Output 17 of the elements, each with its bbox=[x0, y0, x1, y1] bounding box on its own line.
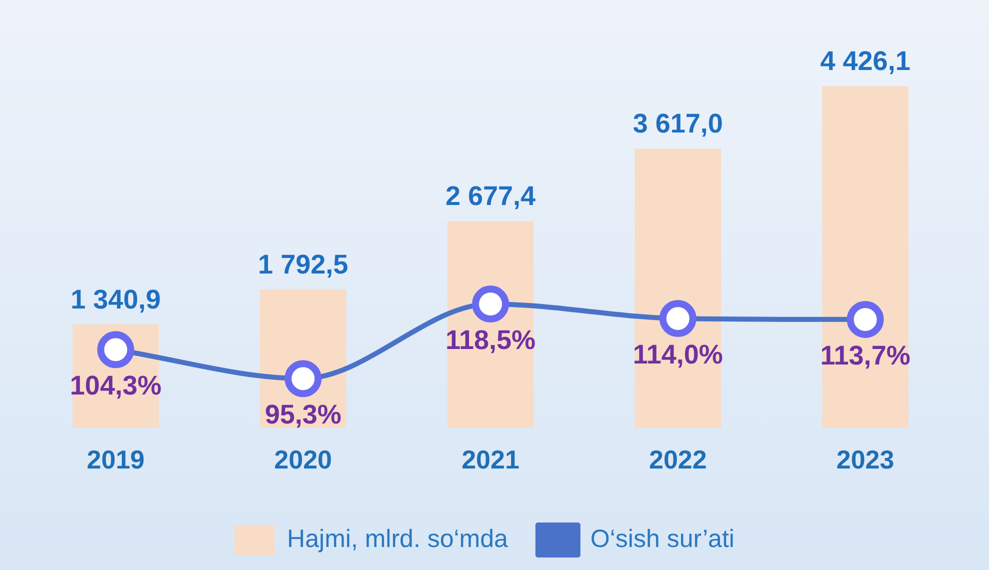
data-label: 104,3% bbox=[70, 370, 162, 401]
data-label: 1 792,5 bbox=[258, 249, 348, 280]
data-label: 3 617,0 bbox=[632, 108, 723, 139]
data-label: 4 426,1 bbox=[820, 46, 910, 76]
data-label: 114,0% bbox=[632, 339, 723, 370]
x-tick-label: 2021 bbox=[462, 444, 520, 475]
x-tick-label: 2023 bbox=[836, 444, 894, 475]
data-label: 2 677,4 bbox=[445, 181, 536, 212]
x-tick-label: 2022 bbox=[648, 444, 707, 475]
legend-label: O‘sish sur’ati bbox=[590, 524, 734, 553]
x-tick-label: 2019 bbox=[86, 444, 145, 475]
x-tick-label: 2020 bbox=[274, 444, 332, 475]
data-label: 118,5% bbox=[445, 324, 536, 355]
data-label: 95,3% bbox=[264, 400, 342, 430]
data-label: 1 340,9 bbox=[70, 284, 161, 314]
legend-label: Hajmi, mlrd. so‘mda bbox=[287, 524, 508, 553]
data-label: 113,7% bbox=[820, 340, 910, 370]
